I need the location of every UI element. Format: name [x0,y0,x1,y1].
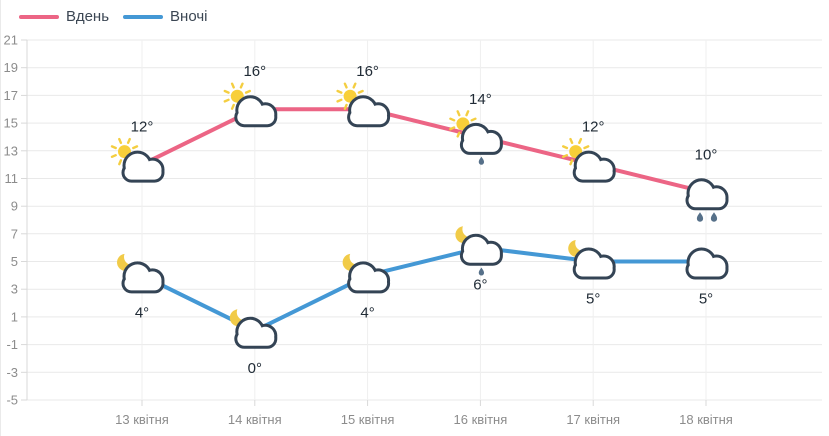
temp-label-day-5: 10° [695,146,718,163]
weather-icon-sun-cloud [110,137,165,183]
weather-icon-sun-cloud-drop [449,110,503,165]
legend-item-night[interactable]: Вночі [123,8,207,25]
weather-icon-moon-cloud [568,235,616,280]
y-axis-label-3: 3 [11,282,18,297]
x-axis-label-4: 17 квітня [566,412,620,427]
weather-icon-moon-cloud [229,304,278,349]
weather-icon-moon-cloud [342,248,391,294]
temp-label-day-0: 12° [131,119,154,136]
temp-label-day-4: 12° [582,119,605,136]
temp-label-day-2: 16° [356,63,379,80]
y-axis-label-15: 15 [4,116,18,131]
temp-label-night-3: 6° [473,277,487,294]
day-series-swatch [19,14,59,19]
x-axis-label-3: 16 квітня [454,412,508,427]
x-axis-label-1: 14 квітня [228,412,282,427]
temp-label-night-2: 4° [360,304,374,321]
weather-icon-cloud-two-drops [685,178,729,222]
legend-label-night: Вночі [170,8,208,25]
night-series-swatch [123,14,164,19]
legend-label-day: Вдень [66,8,110,25]
y-axis-label-9: 9 [11,199,18,214]
chart-legend: Вдень Вночі [19,8,207,25]
y-axis-label-13: 13 [4,143,18,158]
x-axis-label-2: 15 квітня [341,412,395,427]
weather-icon-moon-cloud [117,248,165,294]
y-axis-label--3: -3 [6,365,18,380]
y-axis-label-7: 7 [11,226,18,241]
temp-label-day-1: 16° [243,63,266,80]
weather-icon-cloud [685,247,729,280]
y-axis-label-1: 1 [11,309,18,324]
raindrop-icon [478,267,485,276]
y-axis-label-19: 19 [4,60,18,75]
y-axis-label-21: 21 [4,33,18,48]
legend-item-day[interactable]: Вдень [19,8,109,25]
temp-label-night-4: 5° [586,291,600,308]
y-axis-label--1: -1 [6,337,18,352]
x-axis-label-5: 18 квітня [679,412,733,427]
moon-icon [568,235,592,257]
y-axis-label-11: 11 [5,171,19,186]
temp-label-night-5: 5° [699,291,713,308]
weather-icon-moon-cloud-drop [455,221,503,276]
temp-label-night-1: 0° [248,360,262,377]
weather-icon-sun-cloud [562,137,616,183]
y-axis-label--5: -5 [6,393,18,408]
raindrop-icon [710,212,718,222]
temp-label-day-3: 14° [469,91,492,108]
y-axis-label-17: 17 [4,88,18,103]
raindrop-icon [478,156,485,165]
weather-icon-sun-cloud [223,82,278,128]
weather-icon-sun-cloud [336,82,391,128]
y-axis-label-5: 5 [11,254,18,269]
x-axis-label-0: 13 квітня [115,412,169,427]
raindrop-icon [696,212,704,222]
temp-label-night-0: 4° [135,304,149,321]
